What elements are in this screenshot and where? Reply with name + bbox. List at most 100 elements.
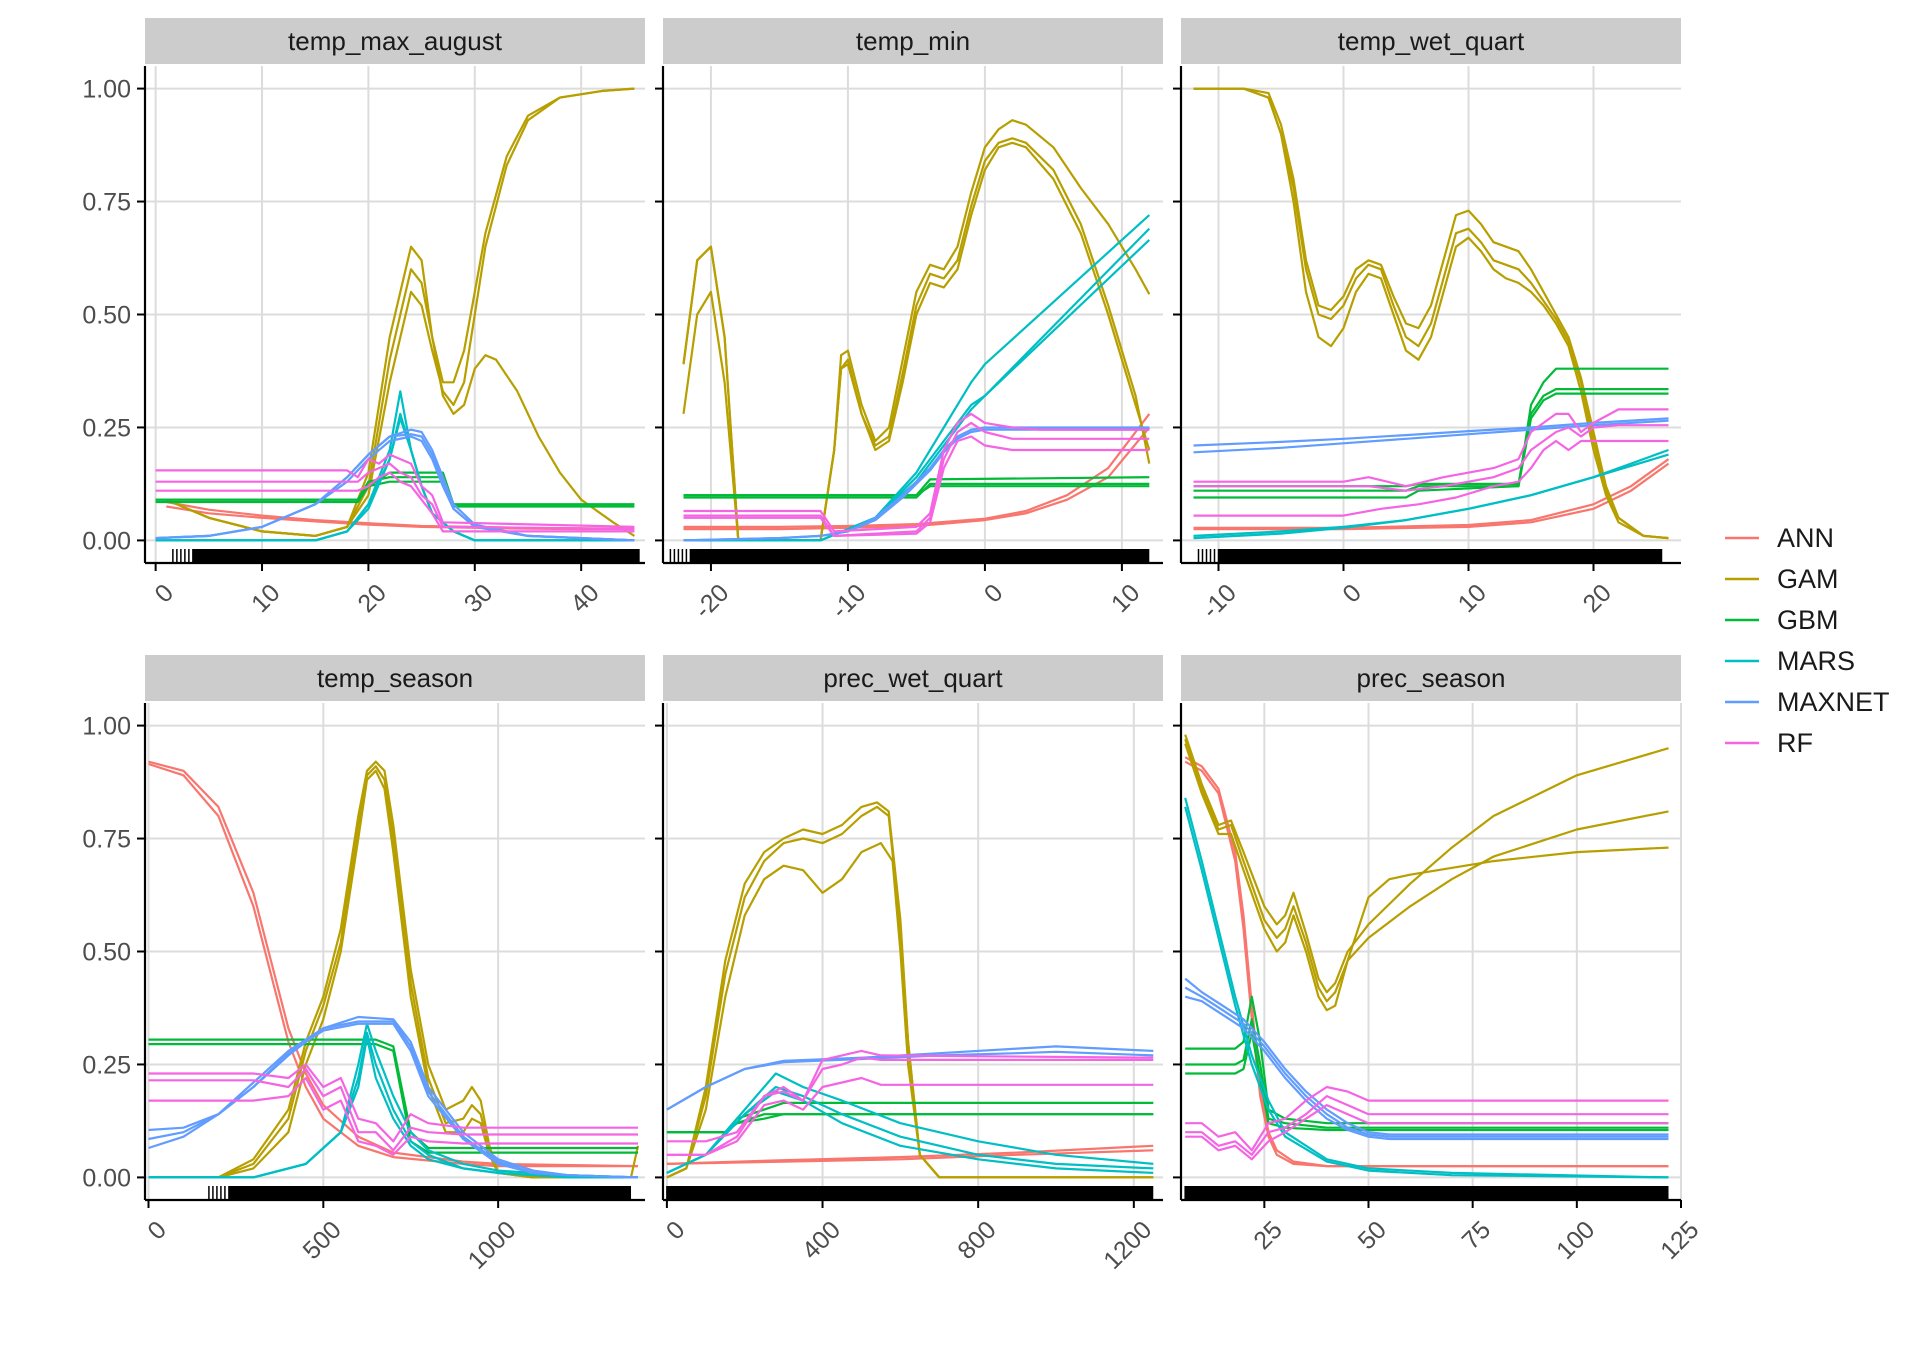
series-line-gam xyxy=(165,87,635,537)
panel-strip xyxy=(1181,18,1681,64)
series-line-maxnet xyxy=(683,428,1150,542)
rug-marks xyxy=(669,549,1150,563)
x-tick-label: 100 xyxy=(1551,1216,1600,1265)
series-line-rf xyxy=(155,471,635,533)
series-line-mars xyxy=(683,214,1151,542)
x-tick-label: 10 xyxy=(246,579,285,618)
series-rf xyxy=(683,412,1150,537)
rug-band xyxy=(228,1186,632,1200)
series-line-rf xyxy=(1185,1104,1669,1161)
y-tick-label: 0.50 xyxy=(82,939,131,967)
x-tick-label: 20 xyxy=(352,579,391,618)
series-line-gbm xyxy=(666,1113,1154,1134)
series-line-gam xyxy=(1193,87,1669,540)
panel-strip-label: temp_season xyxy=(317,663,473,693)
series-maxnet xyxy=(683,426,1150,542)
panel-strip-label: prec_season xyxy=(1357,663,1506,693)
series-gbm xyxy=(1185,995,1669,1132)
panel-temp_wet_quart: temp_wet_quart -10 0 10 20 xyxy=(1173,18,1681,624)
series-line-rf xyxy=(683,435,1150,537)
x-tick-label: 20 xyxy=(1578,579,1617,618)
series-line-maxnet xyxy=(666,1050,1154,1111)
series-line-maxnet xyxy=(1184,977,1669,1136)
rug-band xyxy=(666,1186,1154,1200)
series-line-maxnet xyxy=(148,1022,639,1179)
panel-temp_max_august: temp_max_august 0.00 0.25 0.50 0.75 1.00 0 10 20… xyxy=(82,18,645,618)
legend: ANN GAM GBM MARS MAXNET RF xyxy=(1725,523,1890,758)
panel-strip xyxy=(663,18,1163,64)
series-rf xyxy=(1193,408,1669,517)
x-tick-label: 500 xyxy=(298,1216,347,1265)
rug-marks xyxy=(172,549,640,563)
series-line-rf xyxy=(148,1076,638,1156)
series-line-ann xyxy=(1184,756,1669,1168)
series-line-mars xyxy=(1193,453,1669,540)
panel-strip-label: prec_wet_quart xyxy=(823,663,1003,693)
legend-label: GAM xyxy=(1777,564,1839,594)
series-line-mars xyxy=(666,1072,1154,1174)
series-line-gam xyxy=(148,769,638,1179)
series-mars xyxy=(1193,448,1669,540)
series-line-gam xyxy=(1184,734,1669,994)
series-mars xyxy=(155,390,635,542)
series-line-gam xyxy=(148,765,638,1179)
series-line-ann xyxy=(148,760,639,1168)
x-tick-label: -10 xyxy=(1197,579,1242,624)
series-line-rf xyxy=(683,412,1150,533)
panel-strip-label: temp_wet_quart xyxy=(1338,26,1525,56)
series-line-gam xyxy=(1193,87,1669,540)
series-line-ann xyxy=(1184,760,1669,1168)
series-ann xyxy=(1184,756,1669,1168)
y-tick-label: 0.75 xyxy=(82,826,131,854)
panel-strip xyxy=(145,18,645,64)
series-line-mars xyxy=(155,390,635,542)
series-line-ann xyxy=(666,1149,1154,1165)
legend-label: RF xyxy=(1777,728,1813,758)
series-rf xyxy=(148,1063,638,1156)
series-mars xyxy=(1184,797,1669,1179)
series-line-gam xyxy=(1184,738,1669,1003)
y-tick-label: 0.25 xyxy=(82,414,131,442)
series-gam xyxy=(165,87,635,537)
y-tick-label: 0.00 xyxy=(82,527,131,555)
series-line-maxnet xyxy=(1193,419,1669,454)
series-mars xyxy=(148,1022,639,1179)
legend-label: GBM xyxy=(1777,605,1839,635)
series-rf xyxy=(155,453,635,533)
series-ann xyxy=(1193,458,1670,531)
series-line-rf xyxy=(148,1063,638,1143)
y-tick-label: 1.00 xyxy=(82,713,131,741)
x-tick-label: 30 xyxy=(459,579,498,618)
x-tick-label: 0 xyxy=(150,579,180,609)
rug-marks xyxy=(1180,1186,1669,1200)
series-line-rf xyxy=(1185,1095,1669,1156)
series-line-rf xyxy=(148,1067,638,1152)
legend-item-ann: ANN xyxy=(1725,523,1834,553)
series-line-gam xyxy=(666,842,1154,1179)
x-tick-label: 50 xyxy=(1353,1216,1392,1255)
series-rf xyxy=(1185,1085,1669,1161)
x-tick-label: 25 xyxy=(1248,1216,1287,1255)
rug-marks xyxy=(666,1186,1154,1200)
x-tick-label: 0 xyxy=(1337,579,1367,609)
series-line-gbm xyxy=(683,485,1150,497)
series-line-rf xyxy=(1193,439,1669,517)
series-mars xyxy=(683,214,1151,542)
panel-strip-label: temp_max_august xyxy=(288,26,503,56)
series-line-gbm xyxy=(1193,367,1669,492)
x-tick-label: -20 xyxy=(689,579,734,624)
series-line-rf xyxy=(155,453,635,528)
x-tick-label: 125 xyxy=(1655,1216,1704,1265)
series-line-rf xyxy=(155,462,635,531)
x-tick-label: 1000 xyxy=(463,1216,522,1275)
series-line-gbm xyxy=(1185,1018,1669,1129)
series-line-ann xyxy=(1193,458,1670,529)
panel-strip xyxy=(1181,655,1681,701)
panel-temp_season: temp_season 0.00 0.25 0.50 0.75 1.00 0 500 1000 xyxy=(82,655,645,1275)
series-line-mars xyxy=(683,239,1151,542)
series-maxnet xyxy=(1193,417,1669,454)
series-rf xyxy=(666,1049,1154,1156)
panel-temp_min: temp_min -20 -10 0 10 xyxy=(655,18,1163,624)
